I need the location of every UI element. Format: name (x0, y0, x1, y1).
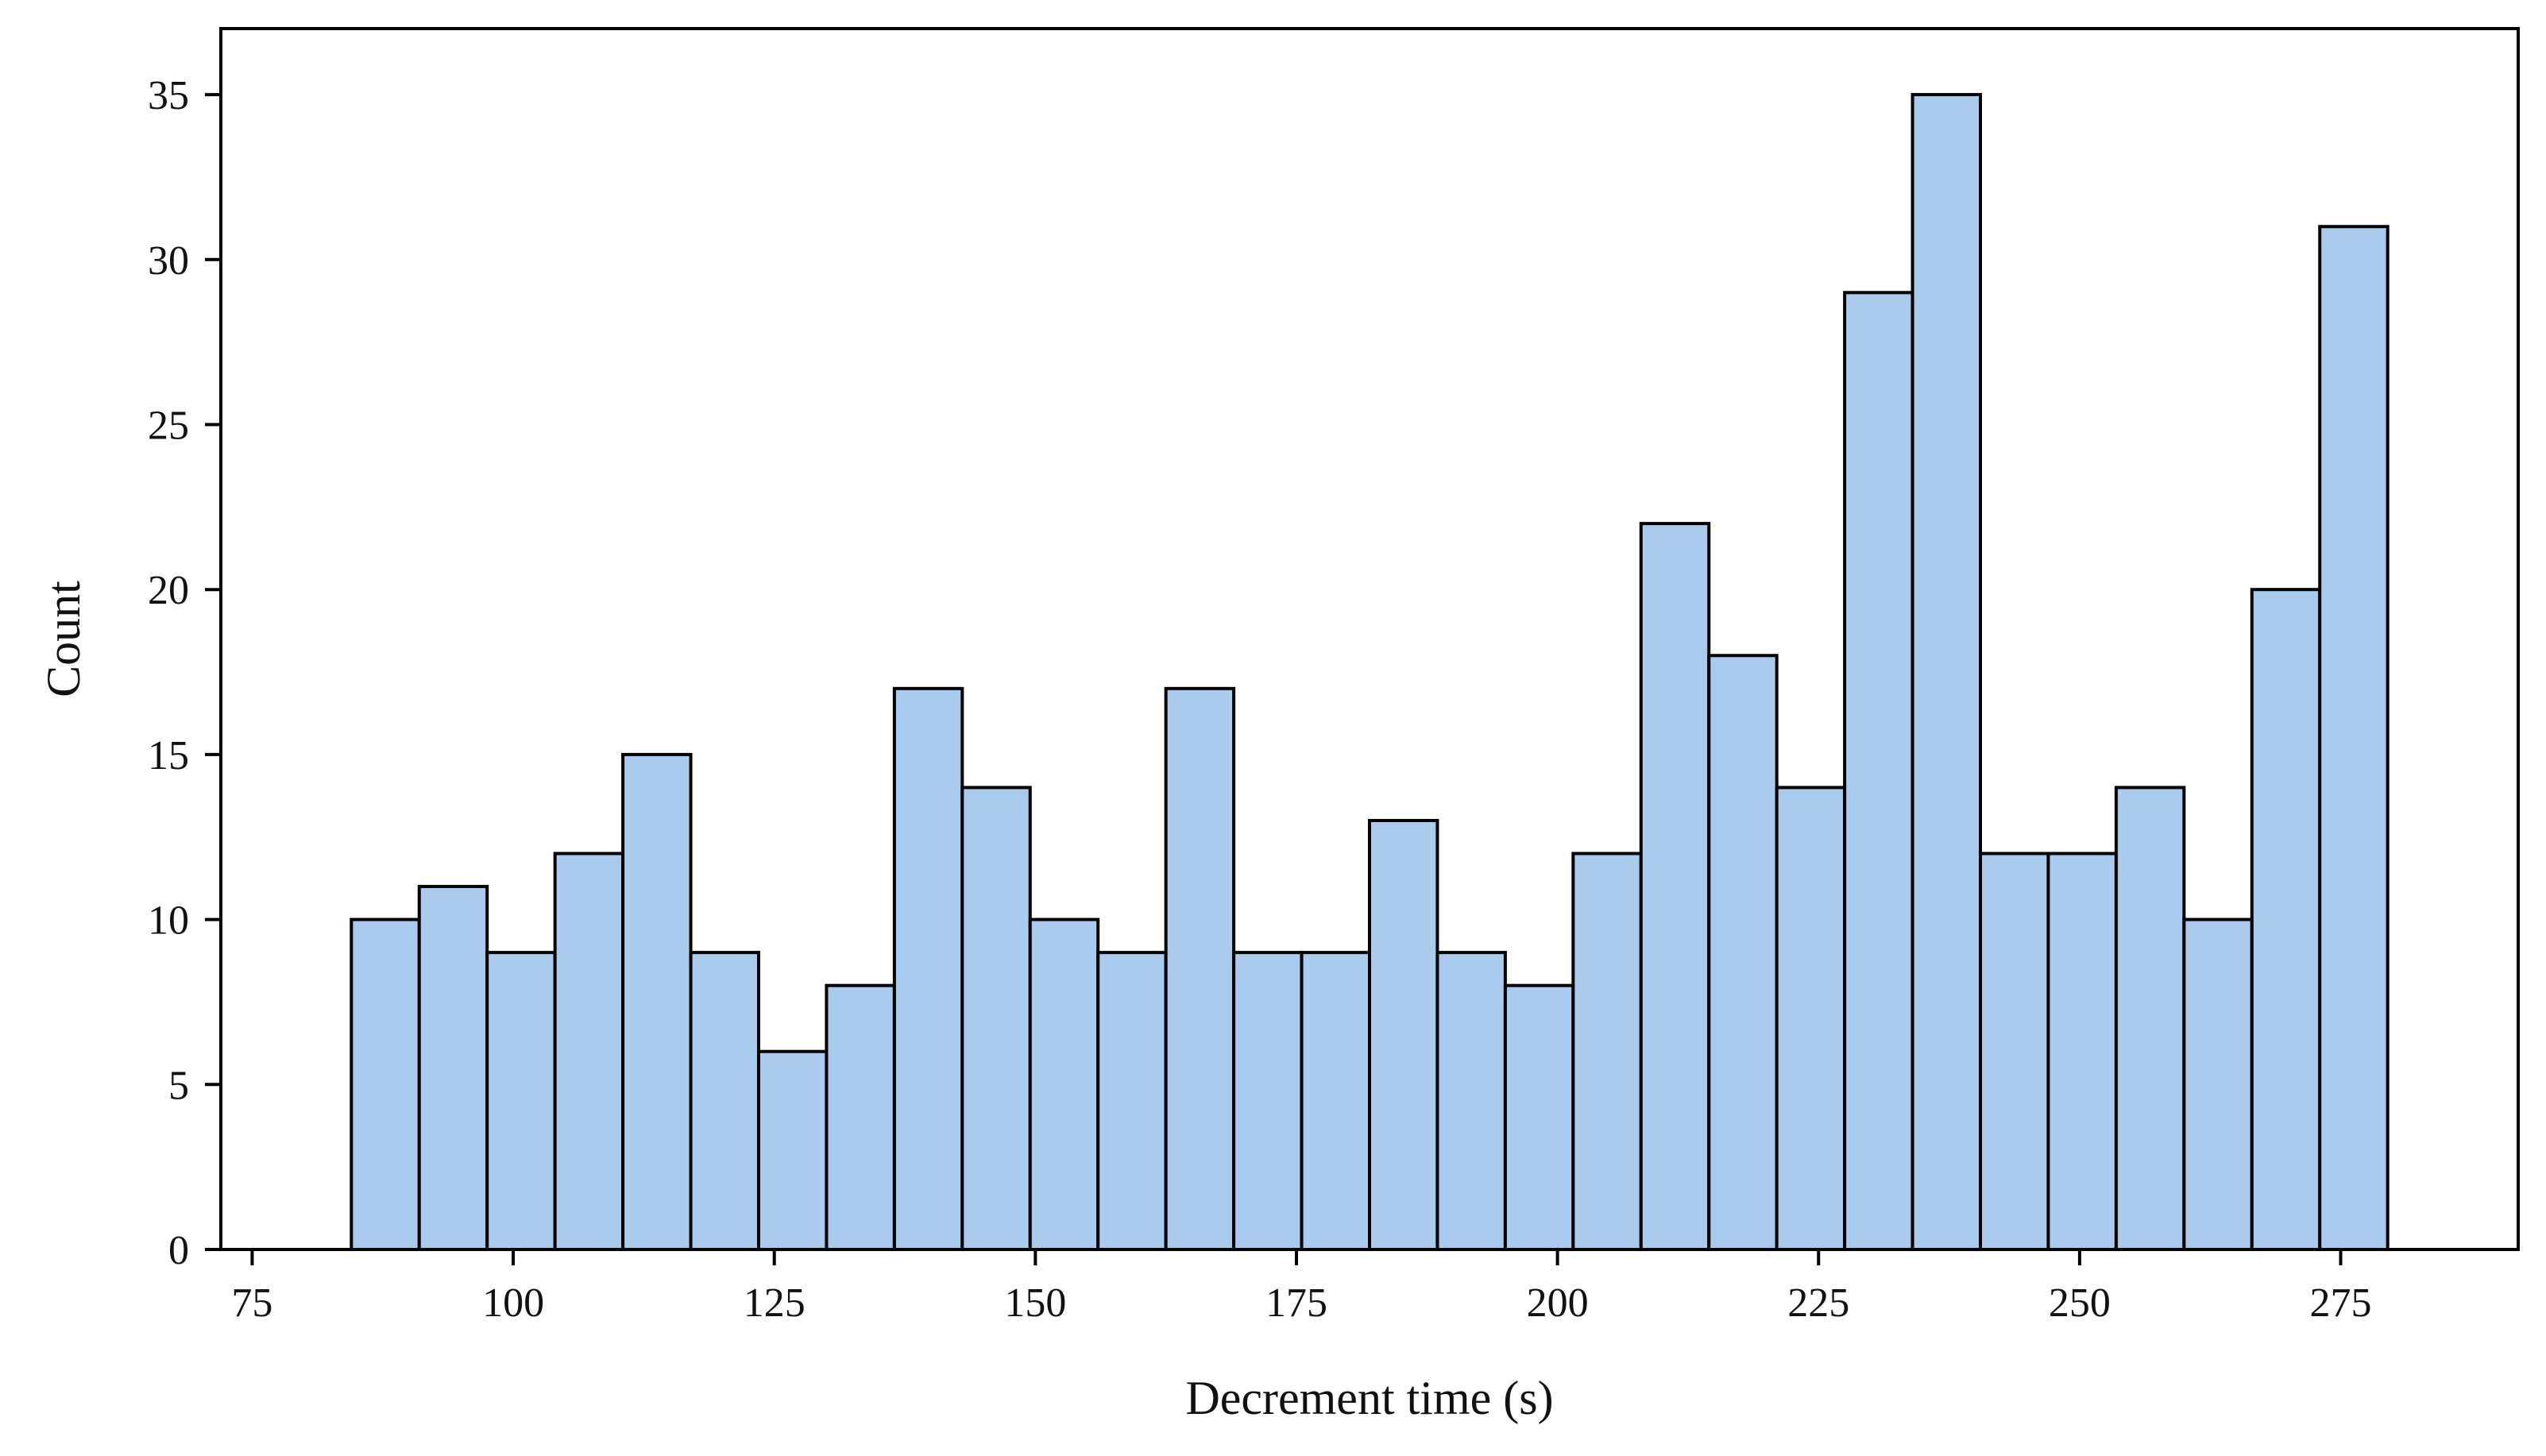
histogram-bar (1639, 522, 1711, 1251)
histogram-bar (2114, 786, 2186, 1251)
histogram-bar (1910, 93, 1983, 1252)
x-tick-label: 175 (1265, 1280, 1327, 1326)
histogram-bar (485, 951, 557, 1251)
histogram-bar (1028, 917, 1100, 1251)
histogram-bar (1843, 291, 1914, 1251)
y-tick-label: 20 (148, 568, 189, 613)
histogram-bar (553, 852, 625, 1252)
histogram-bar (1232, 951, 1304, 1251)
y-tick-label: 30 (148, 238, 189, 284)
histogram-bar (2318, 225, 2390, 1251)
histogram-bar (756, 1049, 829, 1251)
histogram-bar (825, 983, 896, 1251)
histogram-bar (1571, 852, 1643, 1252)
histogram-bar (1368, 818, 1439, 1252)
histogram-bar (892, 686, 964, 1251)
plot-frame (219, 27, 2520, 1251)
histogram-bar (2046, 852, 2118, 1252)
x-tick-label: 250 (2049, 1280, 2111, 1326)
x-tick-label: 275 (2310, 1280, 2372, 1326)
histogram-bar (621, 752, 693, 1251)
y-tick-label: 35 (148, 73, 189, 118)
histogram-bar (960, 786, 1032, 1251)
y-axis-title: Count (37, 581, 90, 697)
histogram-bar (417, 885, 489, 1252)
x-tick-label: 200 (1527, 1280, 1589, 1326)
y-tick-label: 15 (148, 733, 189, 778)
histogram-bar (1503, 983, 1575, 1251)
histogram-bar (350, 917, 421, 1251)
histogram-bar (1707, 654, 1779, 1251)
y-tick-label: 5 (168, 1063, 189, 1108)
bars-group (350, 93, 2390, 1252)
x-tick-label: 75 (231, 1280, 272, 1326)
histogram-bar (2250, 588, 2322, 1251)
histogram-bar (689, 951, 760, 1251)
x-tick-label: 125 (744, 1280, 806, 1326)
histogram-bar (1300, 951, 1372, 1251)
axes-group (219, 27, 2520, 1251)
ticks-group: 0 5 10 15 20 25 30 35 75 100 125 150 175 200 225 250 275 (148, 73, 2372, 1326)
histogram-bar (2182, 917, 2254, 1251)
histogram-bar (1435, 951, 1507, 1251)
x-tick-label: 225 (1787, 1280, 1849, 1326)
histogram-bar (1096, 951, 1168, 1251)
y-tick-label: 25 (148, 403, 189, 448)
y-tick-label: 0 (168, 1228, 189, 1273)
histogram-bar (1775, 786, 1847, 1251)
x-tick-label: 150 (1004, 1280, 1066, 1326)
histogram-bar (1164, 686, 1236, 1251)
y-tick-label: 10 (148, 898, 189, 944)
histogram-bar (1979, 852, 2050, 1252)
x-axis-title: Decrement time (s) (1185, 1372, 1553, 1424)
x-tick-label: 100 (482, 1280, 544, 1326)
